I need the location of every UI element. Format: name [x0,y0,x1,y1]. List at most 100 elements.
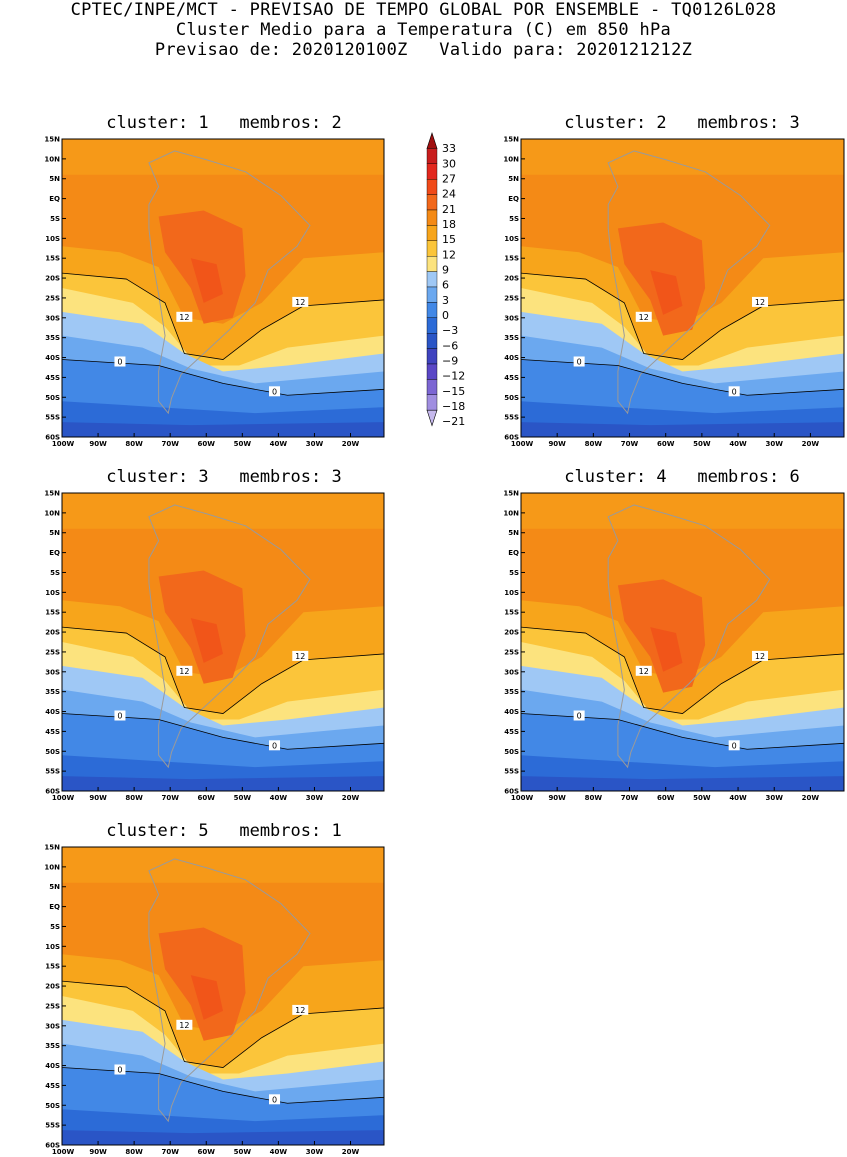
figure-title-line1: CPTEC/INPE/MCT - PREVISAO DE TEMPO GLOBA… [70,0,777,20]
lat-tick-label: 60S [45,1142,60,1150]
lat-tick-label: 5S [509,569,519,577]
south-america-outline [607,504,771,769]
contour-label: 0 [272,1095,277,1104]
colorbar-swatch [426,379,438,395]
field-band-15-north [521,139,844,175]
colorbar-swatch [426,240,438,257]
lat-tick-label: 15N [44,490,60,498]
lon-tick-label: 100W [511,440,534,448]
panel-title-4: cluster: 4 membros: 6 [564,467,800,487]
contour-0 [521,359,844,396]
lat-tick-label: 15N [44,844,60,852]
contour-label-box [292,1004,309,1015]
lon-tick-label: 60W [198,794,216,802]
colorbar-swatch [426,317,438,334]
lat-tick-label: 55S [45,414,60,422]
lat-tick-label: 25S [45,648,60,656]
lon-tick-label: 20W [342,794,360,802]
lon-tick-label: 70W [161,794,179,802]
field-band--6 [521,776,844,791]
lat-tick-label: 50S [45,1102,60,1110]
field-band-15-north [521,493,844,529]
lon-tick-label: 90W [89,794,107,802]
lon-tick-label: 40W [729,440,747,448]
contour-0 [62,1067,384,1104]
lat-tick-label: 15S [45,609,60,617]
lat-tick-label: 45S [45,374,60,382]
lon-tick-label: 40W [270,794,288,802]
lat-tick-label: 5S [50,215,60,223]
colorbar-swatch [426,148,438,164]
lon-tick-label: 40W [270,440,288,448]
lat-tick-label: 40S [45,354,60,362]
contour-label-box [573,710,585,721]
lon-tick-label: 80W [585,440,603,448]
contour-label-box [728,740,740,751]
south-america-outline [148,150,311,415]
figure-title-line3: Previsao de: 2020120100Z Valido para: 20… [154,40,693,60]
contour-12 [62,980,384,1068]
colorbar-swatch [426,225,438,242]
colorbar-swatch [426,163,438,180]
map-frame [520,138,845,438]
lat-tick-label: 10N [44,155,60,163]
lon-tick-label: 100W [52,794,75,802]
lon-tick-label: 50W [693,794,711,802]
lat-tick-label: 30S [45,668,60,676]
temperature-field [62,139,384,437]
colorbar-label: 30 [442,157,456,170]
contour-label: 0 [272,387,277,396]
lat-tick-label: 5N [508,529,519,537]
colorbar-label: 6 [442,279,449,292]
lon-tick-label: 20W [342,1148,360,1156]
contour-label: 12 [639,667,649,676]
lat-tick-label: 20S [45,629,60,637]
contour-label-box [292,650,309,661]
lat-tick-label: 20S [504,275,519,283]
colorbar-swatch [426,332,438,349]
lon-tick-label: 70W [161,440,179,448]
lat-tick-label: 55S [504,768,519,776]
lat-tick-label: 10N [44,509,60,517]
colorbar-label: 27 [442,173,456,186]
lat-tick-label: 25S [45,294,60,302]
lat-tick-label: 25S [504,648,519,656]
contour-label: 0 [732,741,737,750]
map-frame [520,492,845,792]
colorbar-label: −9 [442,355,458,368]
lat-tick-label: 60S [45,434,60,442]
panel-title-3: cluster: 3 membros: 3 [106,467,342,487]
map-panel-4: 12 12 0 0 15N 10N 5N EQ 5S 10S 15S 20S 25S 30S 35S 40S 4… [503,490,845,802]
lat-tick-label: 45S [504,728,519,736]
lat-tick-label: EQ [49,549,60,557]
contour-label-box [728,386,740,397]
colorbar-swatch [426,194,438,211]
field-core-24 [190,258,223,303]
lat-tick-label: 10S [504,589,519,597]
contour-label-box [292,296,309,307]
contour-label: 0 [117,712,122,721]
south-america-outline [607,150,771,415]
lat-tick-label: EQ [49,903,60,911]
lat-tick-label: 5N [49,883,60,891]
colorbar-label: −15 [442,385,465,398]
lon-tick-label: 80W [125,794,143,802]
contour-label-box [114,710,126,721]
colorbar-swatch [426,363,438,380]
lat-tick-label: EQ [508,549,519,557]
colorbar-label: 0 [442,309,449,322]
colorbar-bottom-arrow [426,409,438,427]
contour-12 [521,626,844,714]
lat-tick-label: 50S [45,394,60,402]
panel-title-2: cluster: 2 membros: 3 [564,113,800,133]
temperature-field [62,847,384,1145]
lat-tick-label: 30S [504,668,519,676]
field-band--6 [62,422,384,437]
lat-tick-label: 30S [45,1022,60,1030]
colorbar-swatch [426,394,438,411]
contour-label: 12 [755,298,765,307]
figure-title-line2: Cluster Medio para a Temperatura (C) em … [175,20,672,40]
contour-label-box [176,311,193,322]
colorbar-label: −3 [442,324,458,337]
